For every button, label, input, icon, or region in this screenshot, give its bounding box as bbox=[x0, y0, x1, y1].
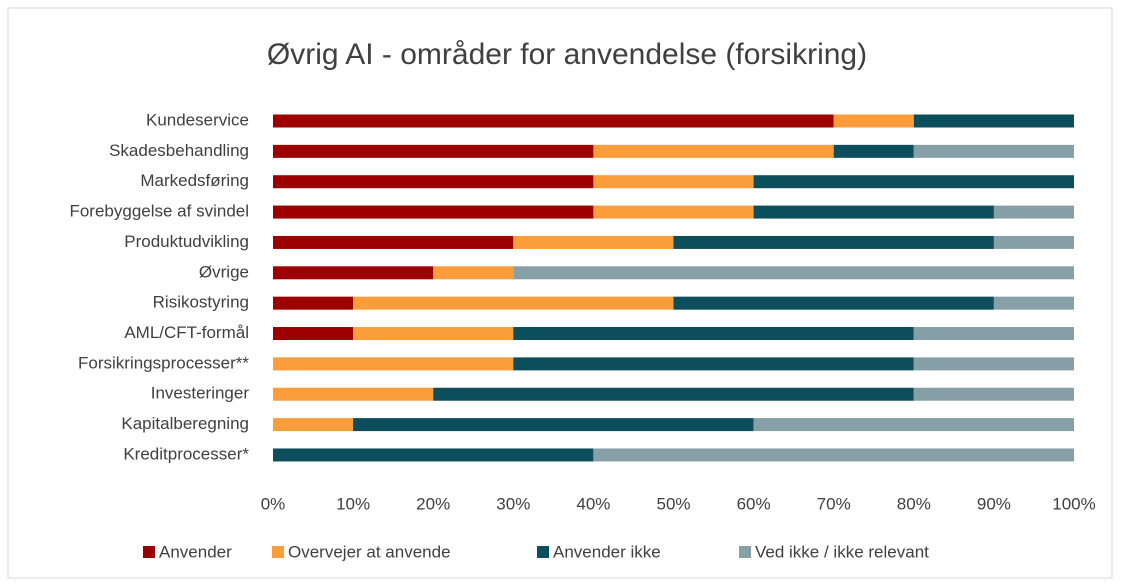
legend-label: Overvejer at anvende bbox=[288, 542, 451, 561]
bar-segment bbox=[273, 175, 594, 189]
bar-segment bbox=[753, 205, 994, 219]
x-tick-label: 90% bbox=[977, 494, 1011, 513]
bar-segment bbox=[833, 144, 914, 158]
bar-segment bbox=[513, 235, 674, 249]
bar-segment bbox=[593, 144, 834, 158]
bar-segment bbox=[433, 387, 914, 401]
x-tick-label: 70% bbox=[817, 494, 851, 513]
legend-swatch bbox=[537, 546, 549, 558]
bar-segment bbox=[913, 144, 1074, 158]
bar-segment bbox=[273, 387, 434, 401]
bar-segment bbox=[673, 296, 994, 310]
bar-segment bbox=[593, 448, 1074, 462]
bar-segment bbox=[993, 296, 1074, 310]
bar-segment bbox=[593, 205, 754, 219]
bar-segment bbox=[273, 235, 514, 249]
bar-segment bbox=[753, 418, 1074, 432]
bar-segment bbox=[273, 418, 354, 432]
bar-segment bbox=[353, 296, 674, 310]
y-tick-label: Øvrige bbox=[199, 262, 249, 281]
bar-segment bbox=[753, 175, 1074, 189]
bar-segment bbox=[913, 327, 1074, 341]
legend-swatch bbox=[143, 546, 155, 558]
y-tick-label: AML/CFT-formål bbox=[124, 323, 249, 342]
legend-swatch bbox=[272, 546, 284, 558]
bar-segment bbox=[273, 296, 354, 310]
y-tick-label: Forsikringsprocesser** bbox=[78, 353, 249, 372]
bar-segment bbox=[913, 114, 1074, 128]
chart-title: Øvrig AI - områder for anvendelse (forsi… bbox=[267, 38, 867, 71]
bar-segment bbox=[913, 357, 1074, 371]
legend-swatch bbox=[739, 546, 751, 558]
bar-segment bbox=[273, 357, 514, 371]
legend-label: Anvender bbox=[159, 542, 232, 561]
x-tick-label: 100% bbox=[1052, 494, 1095, 513]
bar-segment bbox=[513, 357, 914, 371]
x-tick-label: 50% bbox=[656, 494, 690, 513]
bar-segment bbox=[833, 114, 914, 128]
bar-segment bbox=[593, 175, 754, 189]
bar-segment bbox=[273, 327, 354, 341]
x-tick-label: 0% bbox=[261, 494, 286, 513]
bar-segment bbox=[273, 448, 594, 462]
x-tick-label: 60% bbox=[737, 494, 771, 513]
x-tick-label: 20% bbox=[416, 494, 450, 513]
x-tick-label: 80% bbox=[897, 494, 931, 513]
bar-segment bbox=[273, 205, 594, 219]
legend-label: Anvender ikke bbox=[553, 542, 661, 561]
bar-segment bbox=[273, 114, 834, 128]
bar-segment bbox=[673, 235, 994, 249]
y-tick-label: Investeringer bbox=[151, 384, 250, 403]
bar-segment bbox=[353, 418, 754, 432]
x-tick-label: 40% bbox=[576, 494, 610, 513]
legend-label: Ved ikke / ikke relevant bbox=[755, 542, 929, 561]
y-tick-label: Produktudvikling bbox=[124, 232, 249, 251]
chart-border bbox=[7, 7, 1113, 579]
y-tick-label: Skadesbehandling bbox=[109, 141, 249, 160]
y-tick-label: Forebyggelse af svindel bbox=[69, 202, 249, 221]
x-tick-label: 10% bbox=[336, 494, 370, 513]
y-tick-label: Kapitalberegning bbox=[121, 414, 249, 433]
y-tick-label: Markedsføring bbox=[140, 171, 249, 190]
bar-segment bbox=[433, 266, 514, 280]
x-tick-label: 30% bbox=[496, 494, 530, 513]
bar-segment bbox=[513, 327, 914, 341]
bar-segment bbox=[513, 266, 1074, 280]
y-tick-label: Kreditprocesser* bbox=[123, 444, 249, 463]
bar-segment bbox=[353, 327, 514, 341]
y-tick-label: Kundeservice bbox=[146, 110, 249, 129]
y-tick-label: Risikostyring bbox=[153, 293, 249, 312]
bar-segment bbox=[273, 144, 594, 158]
bar-segment bbox=[993, 205, 1074, 219]
bar-segment bbox=[993, 235, 1074, 249]
bar-segment bbox=[913, 387, 1074, 401]
bar-segment bbox=[273, 266, 434, 280]
